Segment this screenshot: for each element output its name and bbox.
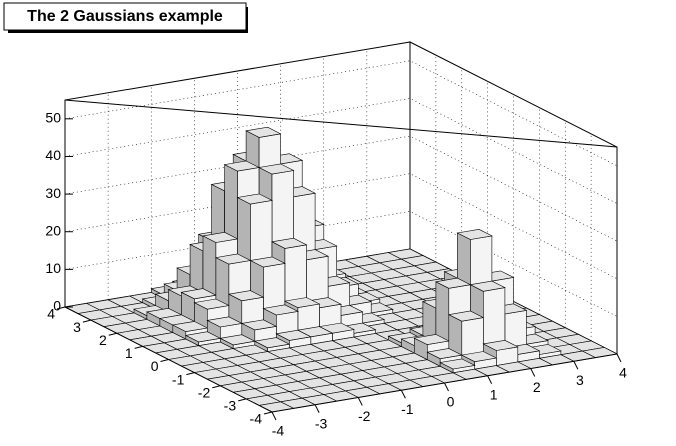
y-tick [82,319,91,323]
bin-top-face [227,290,265,302]
bin-top-face [469,280,506,292]
x-tick-label: -1 [401,401,414,417]
y-tick-label: -3 [224,398,237,414]
bin-top-face [460,351,498,363]
bin-top-face [271,237,308,249]
z-tick-label: 30 [45,185,61,201]
bin-top-face [249,256,286,268]
z-tick-label: 0 [53,298,61,314]
x-tick-label: 0 [447,394,455,410]
bin-top-face [482,339,519,351]
x-tick [616,353,622,363]
y-tick [134,345,143,349]
x-tick [573,361,579,370]
x-tick-label: 1 [490,386,498,402]
y-tick [212,385,221,389]
bin-top-face [193,298,230,310]
x-tick [400,390,406,399]
bin-top-face [262,304,299,316]
bin-top-face [426,348,463,360]
y-tick [56,306,66,310]
bin-top-face [439,358,476,370]
y-tick [186,372,195,376]
bin [275,329,312,349]
chart-title: The 2 Gaussians example [27,8,223,25]
y-tick-label: -1 [172,371,185,387]
bin-top-face [447,310,485,322]
y-tick [108,332,117,336]
x-tick [271,411,277,421]
x-tick-label: 3 [576,372,584,388]
bin-top-face [275,329,312,341]
bin-top-face [413,334,450,345]
bin [184,331,222,347]
z-tick-label: 50 [45,110,61,126]
y-tick-label: 1 [125,345,133,361]
bin-top-face [180,288,217,300]
z-tick-label: 40 [45,147,61,163]
grid-line [64,135,618,242]
y-tick-label: 2 [99,332,107,348]
grid-line [64,60,618,167]
x-tick-label: -3 [315,415,328,431]
bin-top-face [206,316,243,328]
bin-top-face [214,253,252,265]
z-tick-label: 20 [45,222,61,238]
y-tick-label: -4 [250,411,263,427]
bin-top-face [434,277,472,289]
y-tick [263,411,273,415]
y-tick [238,398,247,402]
y-tick-label: 0 [151,358,159,374]
bin-top-face [223,160,261,172]
bin-top-face [240,319,278,331]
x-tick [357,397,363,406]
y-tick-label: 3 [73,319,81,335]
grid-line [64,173,618,279]
x-tick [487,375,493,384]
bin-top-face [456,228,493,240]
grid-line [64,211,618,317]
bin-top-face [202,231,239,243]
grid-line [64,98,618,204]
y-tick [160,359,169,362]
x-tick-label: -2 [358,408,371,424]
x-tick-label: 2 [533,379,541,395]
y-tick-label: -2 [198,384,211,400]
bin-top-face [283,297,321,308]
x-tick [444,382,449,392]
x-tick [530,368,536,377]
bin-top-face [171,321,209,332]
bin-top-face [245,126,282,138]
axes: 0 10 20 30 40 50 -4 -3 -2 -1 0 1 2 3 4 -4 -3 -2 -1 0 1 2 3 4 [45,100,627,439]
bin-top-face [258,163,295,175]
bin-top-face [184,331,222,343]
x-tick-label: 4 [619,365,627,381]
bin-top-face [236,193,273,205]
frame-edge [64,99,618,148]
bin-top-face [253,337,291,349]
title-box [3,2,247,31]
bin [447,310,485,364]
y-tick-label: 4 [47,306,55,322]
x-tick [314,404,320,413]
z-tick-label: 10 [45,260,61,276]
bin [219,334,256,350]
x-tick-label: -4 [272,423,285,439]
bin-top-face [219,334,256,346]
